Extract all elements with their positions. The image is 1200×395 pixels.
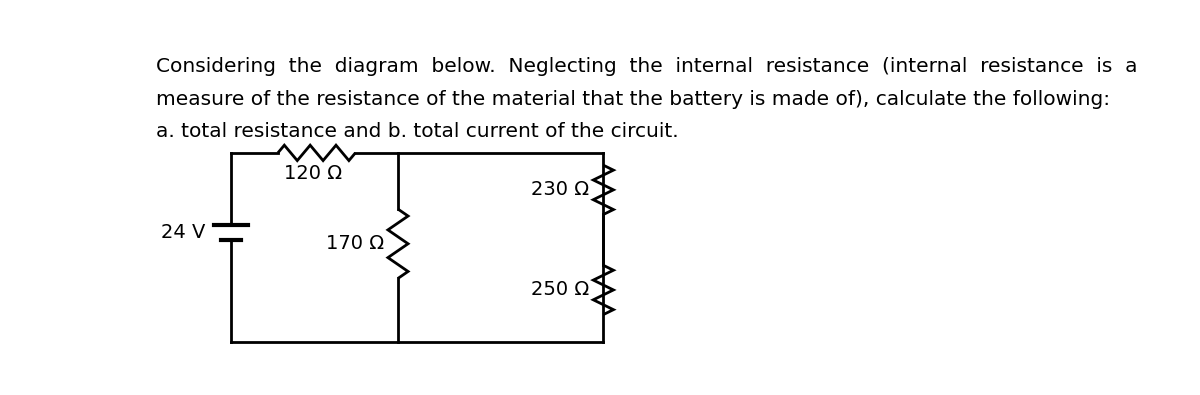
Text: 230 Ω: 230 Ω (532, 181, 589, 199)
Text: 170 Ω: 170 Ω (326, 234, 384, 253)
Text: Considering  the  diagram  below.  Neglecting  the  internal  resistance  (inter: Considering the diagram below. Neglectin… (156, 57, 1138, 76)
Text: 120 Ω: 120 Ω (283, 164, 342, 182)
Text: 250 Ω: 250 Ω (532, 280, 589, 299)
Text: 24 V: 24 V (161, 223, 205, 242)
Text: a. total resistance and b. total current of the circuit.: a. total resistance and b. total current… (156, 122, 679, 141)
Text: measure of the resistance of the material that the battery is made of), calculat: measure of the resistance of the materia… (156, 90, 1110, 109)
